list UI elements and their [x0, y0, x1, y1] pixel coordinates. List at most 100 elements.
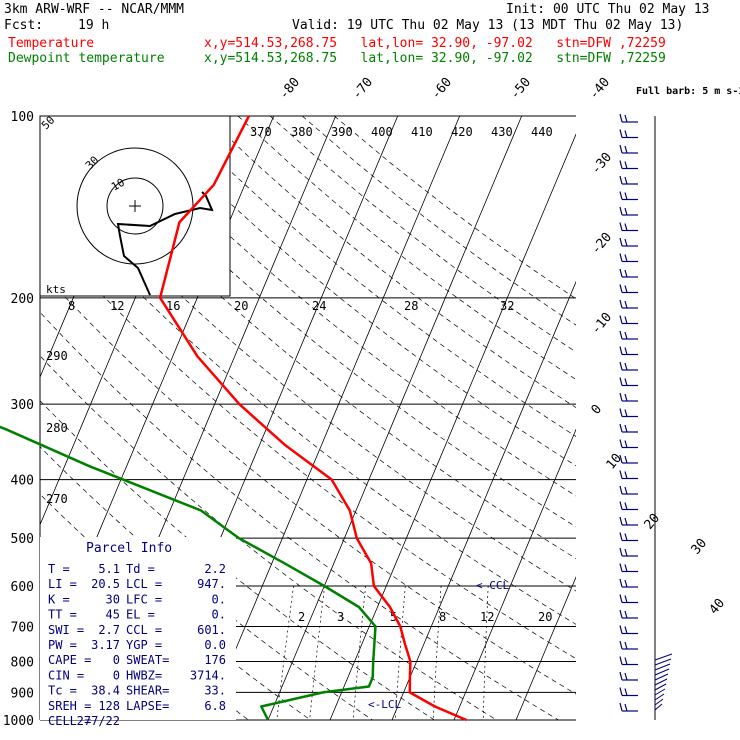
wind-barb-flag: [624, 254, 628, 262]
wind-barb-flag: [624, 533, 628, 541]
wind-barb-flag: [624, 486, 628, 495]
hodo-ring-label: 10: [109, 176, 127, 194]
wind-barb-flag: [619, 113, 623, 123]
parcel-info-cell: 0.0: [204, 638, 226, 652]
hodo-units: kts: [46, 283, 66, 296]
dewpoint-location: x,y=514.53,268.75 lat,lon= 32.90, -97.02…: [204, 51, 666, 66]
hodo-speed-label: 28: [404, 299, 418, 313]
parcel-info-cell: Td =: [126, 562, 155, 576]
wind-barb-flag: [619, 206, 623, 216]
wind-barb-flag: [619, 361, 623, 371]
wind-barb-flag: [624, 223, 628, 231]
parcel-info-cell: 33.: [204, 684, 226, 698]
wind-barb-flag: [619, 578, 623, 588]
wind-barb-flag: [619, 454, 623, 464]
pressure-tick-label: 1000: [3, 714, 34, 729]
isotherm: [40, 116, 213, 526]
wind-barb-flag: [619, 532, 623, 541]
parcel-info-cell: 2.2: [204, 562, 226, 576]
wind-barb: [654, 678, 668, 686]
parcel-info-cell: K =: [48, 592, 70, 606]
mixing-ratio-label: 8: [439, 610, 446, 624]
isotherm-label: -70: [350, 75, 377, 103]
forecast-hour: 19 h: [78, 18, 110, 33]
wind-barb-flag: [624, 502, 628, 510]
wind-barb-flag: [624, 564, 628, 572]
dry-adiabat: [237, 116, 576, 380]
mixing-ratio-label: 20: [538, 610, 552, 624]
wind-barb-flag: [619, 656, 623, 665]
wind-barb-flag: [619, 346, 623, 355]
wind-barb-flag: [624, 145, 628, 154]
wind-barb-flag: [624, 440, 628, 448]
wind-barb: [654, 658, 672, 666]
parcel-info-cell: 128: [98, 699, 120, 713]
wind-barb-flag: [624, 641, 628, 650]
dry-adiabat: [40, 269, 576, 695]
wind-barb: [654, 703, 663, 711]
wind-barb-flag: [624, 471, 628, 479]
parcel-info-cell: EL =: [126, 608, 155, 622]
init-time: Init: 00 UTC Thu 02 May 13: [506, 2, 710, 17]
wind-barbs: [619, 113, 673, 720]
wind-barb-flag: [619, 222, 623, 231]
ccl-label: <-CCL: [476, 579, 509, 592]
wind-barb-flag: [619, 237, 623, 247]
wind-barb-flag: [624, 347, 628, 355]
wind-barb-flag: [624, 114, 628, 123]
theta-label: 440: [531, 125, 553, 139]
wind-barb-flag: [624, 316, 628, 324]
parcel-info-cell: LCL =: [126, 577, 162, 591]
theta-label: 280: [46, 421, 68, 435]
wind-barb-flag: [624, 626, 628, 634]
wind-barb-flag: [624, 300, 628, 309]
wind-barb-flag: [619, 439, 623, 448]
wind-barb-flag: [619, 330, 623, 340]
isotherm-label: 0: [589, 402, 606, 418]
parcel-info-cell: PW =: [48, 638, 77, 652]
wind-barb-flag: [619, 687, 623, 696]
parcel-info-cell: 0: [113, 668, 120, 682]
hodo-speed-label: 20: [234, 299, 248, 313]
barb-legend: Full barb: 5 m s-1: [636, 86, 740, 97]
isotherm-label: -50: [508, 75, 535, 103]
wind-barb-flag: [624, 378, 628, 386]
isotherm-label: -40: [587, 75, 614, 103]
hodo-speed-label: 24: [312, 299, 326, 313]
isotherm-label: 30: [689, 536, 711, 558]
parcel-info-cell: 3714.: [190, 668, 226, 682]
dry-adiabat: [40, 355, 497, 720]
wind-barb: [654, 698, 664, 706]
dry-adiabat: [173, 116, 576, 437]
isotherm: [702, 116, 740, 720]
pressure-tick-label: 500: [11, 532, 34, 547]
wind-barb-flag: [619, 160, 623, 169]
pressure-tick-label: 400: [11, 474, 34, 489]
theta-label: 400: [371, 125, 393, 139]
parcel-info-cell: 0.: [212, 608, 226, 622]
isotherm-label: -30: [589, 150, 616, 178]
pressure-tick-label: 900: [11, 686, 34, 701]
wind-barb-flag: [619, 547, 623, 557]
mixing-ratio-line: [482, 585, 489, 720]
dewpoint-legend: Dewpoint temperature: [8, 51, 165, 66]
parcel-info-cell: 277/22: [77, 714, 120, 728]
pressure-tick-label: 800: [11, 655, 34, 670]
wind-barb: [654, 688, 666, 696]
wind-barb-flag: [624, 703, 628, 712]
hodo-speed-label: 8: [68, 299, 75, 313]
hodo-speed-label: 12: [110, 299, 124, 313]
parcel-info-cell: SHEAR=: [126, 684, 169, 698]
parcel-info-cell: SWI =: [48, 623, 84, 637]
isotherm: [40, 116, 151, 379]
hodo-speed-label: 16: [166, 299, 180, 313]
mixing-ratio-label: 3: [337, 610, 344, 624]
pressure-tick-label: 700: [11, 620, 34, 635]
wind-barb-flag: [624, 207, 628, 216]
wind-barb-flag: [619, 501, 623, 510]
wind-barb-flag: [624, 362, 628, 371]
wind-barb-flag: [624, 130, 628, 138]
wind-barb-flag: [624, 455, 628, 464]
wind-barb-flag: [624, 657, 628, 665]
